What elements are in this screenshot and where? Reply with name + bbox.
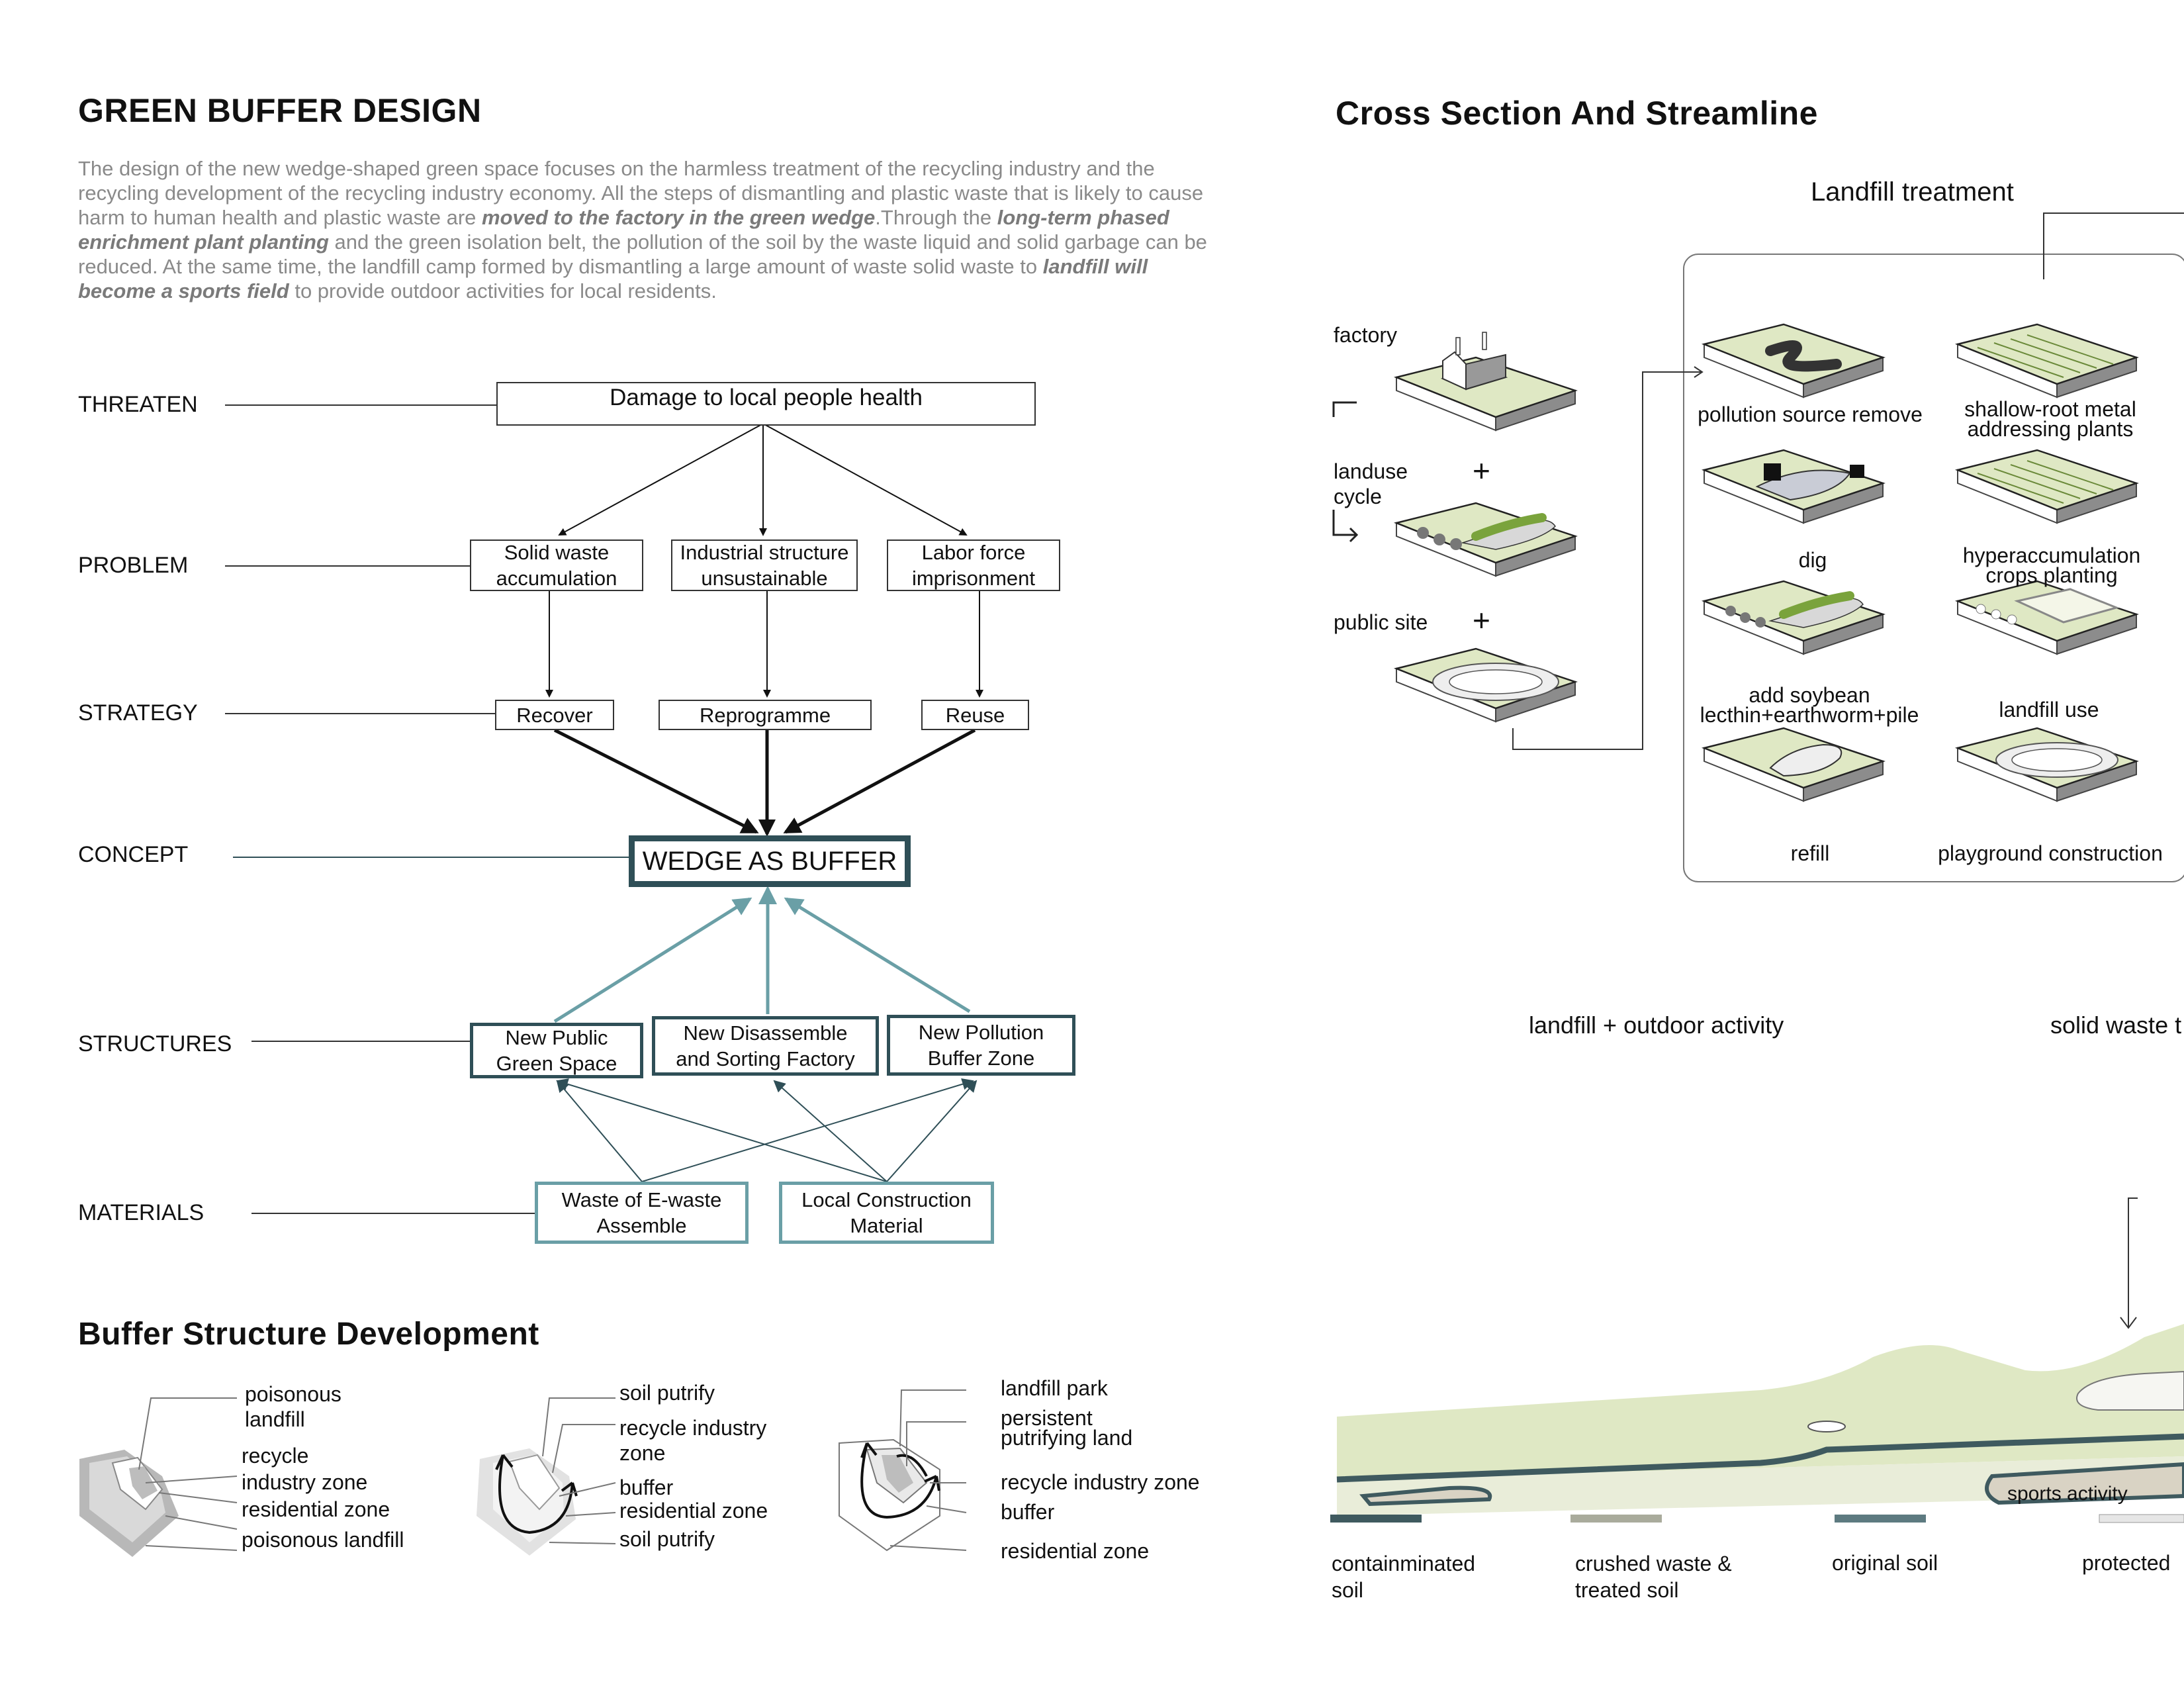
buffer-d3-label-persistent: persistent putrifying land — [1001, 1406, 1133, 1450]
legend-swatch-contaminated — [1330, 1515, 1422, 1523]
level-concept: CONCEPT — [78, 842, 189, 867]
buffer-d2-label-soil-putrify-2: soil putrify — [619, 1527, 715, 1551]
tile-label-landfill-use: landfill use — [1999, 698, 2099, 722]
tile-label-playground: playground construction — [1938, 841, 2163, 865]
plus-sign-2: + — [1473, 603, 1490, 637]
buffer-diagram-1 — [79, 1397, 238, 1557]
level-materials: MATERIALS — [78, 1200, 205, 1225]
tile-label-dig: dig — [1798, 548, 1827, 572]
treatment-frame — [1683, 254, 2184, 882]
buffer-title: Buffer Structure Development — [78, 1317, 539, 1352]
buffer-diagram-2 — [477, 1397, 616, 1556]
intro-emphasis: moved to the factory in the green wedge — [482, 206, 876, 229]
cross-section-terrain — [1336, 1324, 2184, 1516]
problem-box-industrial: Industrial structure unsustainable — [671, 539, 858, 591]
intro-text: and the green isolation belt, the pollut… — [78, 230, 1207, 278]
landuse-tile — [1395, 502, 1576, 577]
buffer-d1-label-recycle: recycle — [242, 1444, 309, 1468]
label-landuse-cycle: landuse cycle — [1334, 459, 1408, 508]
intro-text: .Through the — [875, 206, 997, 229]
section-label-solid-waste: solid waste t — [2050, 1011, 2182, 1039]
buffer-d2-label-recycle-industry: recycle industry zone — [619, 1416, 767, 1465]
level-threaten: THREATEN — [78, 392, 198, 417]
buffer-d1-label-industry-zone: industry zone — [242, 1470, 368, 1494]
tile-hyperaccumulation — [1956, 449, 2138, 524]
label-factory: factory — [1334, 323, 1398, 347]
buffer-diagram-3 — [839, 1389, 967, 1552]
material-box-construction: Local Construction Material — [779, 1182, 994, 1244]
intro-emphasis: long-term phased enrichment plant planti… — [78, 206, 1169, 254]
buffer-d3-label-buffer: buffer — [1001, 1500, 1055, 1524]
structure-box-factory: New Disassemble and Sorting Factory — [652, 1016, 879, 1076]
tile-label-refill: refill — [1790, 841, 1830, 865]
intro-emphasis: landfill will become a sports field — [78, 255, 1148, 303]
page-title: GREEN BUFFER DESIGN — [78, 92, 482, 129]
level-problem: PROBLEM — [78, 553, 189, 578]
legend-label-contaminated: containminated soil — [1332, 1552, 1476, 1602]
flow-connectors — [225, 404, 983, 1214]
legend-label-original: original soil — [1832, 1551, 1938, 1575]
buffer-d1-label-poisonous-landfill-2: poisonous landfill — [242, 1528, 404, 1552]
problem-box-solid-waste: Solid waste accumulation — [470, 539, 643, 591]
landfill-treatment-title: Landfill treatment — [1811, 177, 2014, 207]
buffer-d2-label-soil-putrify: soil putrify — [619, 1381, 715, 1405]
concept-box: WEDGE AS BUFFER — [629, 835, 911, 887]
public-site-tile — [1395, 647, 1576, 723]
right-graphics — [1330, 212, 2184, 1523]
buffer-d1-label-residential: residential zone — [242, 1497, 390, 1521]
problem-box-labor: Labor force imprisonment — [887, 539, 1060, 591]
level-structures: STRUCTURES — [78, 1031, 232, 1056]
intro-text: The design of the new wedge-shaped green… — [78, 157, 1204, 229]
intro-text: to provide outdoor activities for local … — [289, 279, 717, 303]
tile-landfill-use — [1956, 580, 2138, 655]
legend-swatch-protected — [2099, 1514, 2184, 1523]
factory-tile — [1395, 332, 1576, 432]
buffer-d2-label-buffer: buffer — [619, 1476, 674, 1499]
legend-label-crushed: crushed waste & treated soil — [1575, 1552, 1732, 1602]
section-label-outdoor: landfill + outdoor activity — [1529, 1011, 1784, 1039]
tile-pollution-source — [1703, 323, 1884, 399]
tile-shallow-root — [1956, 323, 2138, 399]
strategy-box-reprogramme: Reprogramme — [659, 700, 872, 730]
section-label-sports: sports activity — [2007, 1483, 2128, 1505]
material-box-ewaste: Waste of E-waste Assemble — [535, 1182, 749, 1244]
buffer-diagrams — [79, 1389, 967, 1557]
strategy-box-reuse: Reuse — [921, 700, 1029, 730]
structure-box-green-space: New Public Green Space — [470, 1023, 643, 1078]
tile-dig — [1703, 449, 1884, 524]
structure-box-buffer-zone: New Pollution Buffer Zone — [887, 1015, 1075, 1076]
label-public-site: public site — [1334, 610, 1428, 634]
section-title: Cross Section And Streamline — [1336, 95, 1818, 132]
intro-paragraph: The design of the new wedge-shaped green… — [78, 156, 1216, 303]
strategy-box-recover: Recover — [495, 700, 614, 730]
legend-label-protected: protected — [2082, 1551, 2171, 1575]
buffer-d3-label-residential: residential zone — [1001, 1539, 1150, 1563]
buffer-d2-label-residential: residential zone — [619, 1499, 768, 1523]
tile-playground — [1956, 727, 2138, 802]
buffer-d3-label-landfill-park: landfill park — [1001, 1376, 1108, 1400]
legend-swatch-original — [1835, 1515, 1926, 1523]
plus-sign-1: + — [1473, 453, 1490, 488]
tile-label-pollution-source: pollution source remove — [1698, 402, 1923, 426]
tile-label-hyperaccumulation: hyperaccumulation crops planting — [1962, 543, 2141, 587]
tile-add-soybean — [1703, 580, 1884, 655]
level-strategy: STRATEGY — [78, 700, 198, 726]
legend-swatch-crushed — [1570, 1515, 1662, 1523]
tile-label-shallow-root: shallow-root metal addressing plants — [1964, 397, 2136, 441]
tile-refill — [1703, 727, 1884, 802]
threat-box: Damage to local people health — [496, 382, 1036, 426]
buffer-d3-label-recycle-industry: recycle industry zone — [1001, 1470, 1200, 1494]
buffer-d1-label-poisonous-landfill: poisonous landfill — [245, 1382, 341, 1431]
tile-label-add-soybean: add soybean lecthin+earthworm+pile — [1700, 683, 1919, 727]
